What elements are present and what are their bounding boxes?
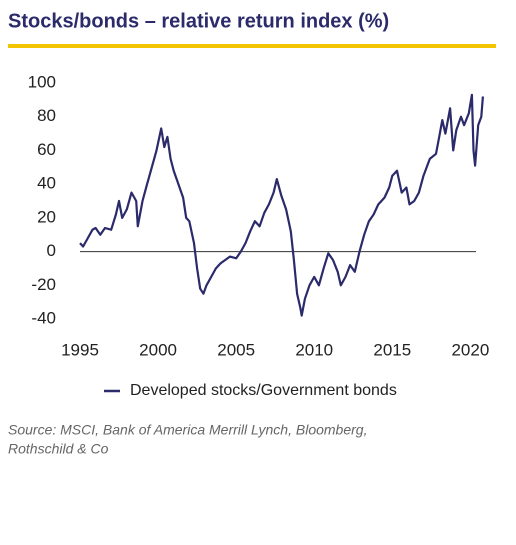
line-series xyxy=(79,93,484,317)
y-tick-label: 60 xyxy=(37,140,56,159)
x-tick-label: 2015 xyxy=(373,340,411,359)
y-tick-label: -20 xyxy=(31,275,56,294)
x-tick-label: 2010 xyxy=(295,340,333,359)
y-tick-label: 40 xyxy=(37,174,56,193)
chart-title: Stocks/bonds – relative return index (%) xyxy=(8,10,389,32)
y-tick-label: -40 xyxy=(31,308,56,327)
x-tick-label: 2000 xyxy=(139,340,177,359)
title-rule xyxy=(8,44,496,48)
y-tick-label: 20 xyxy=(37,207,56,226)
y-tick-label: 80 xyxy=(37,106,56,125)
y-tick-label: 0 xyxy=(47,241,56,260)
legend-label: Developed stocks/Government bonds xyxy=(130,382,397,399)
source: Source: MSCI, Bank of America Merrill Ly… xyxy=(8,422,367,438)
source: Rothschild & Co xyxy=(8,441,109,457)
x-tick-label: 1995 xyxy=(61,340,99,359)
x-tick-label: 2005 xyxy=(217,340,255,359)
y-tick-label: 100 xyxy=(28,72,56,91)
x-tick-label: 2020 xyxy=(451,340,489,359)
